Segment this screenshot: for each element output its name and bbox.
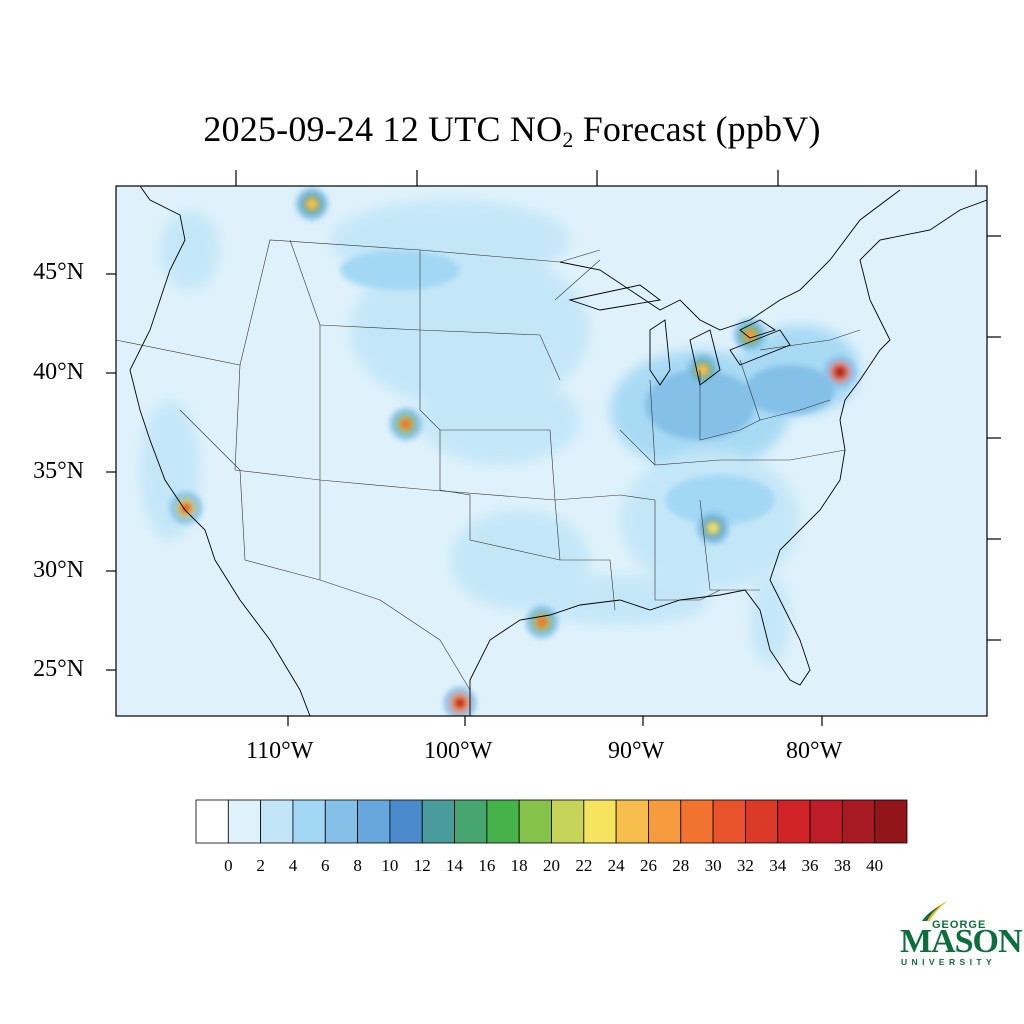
- hotspot-calgary-ring-2: [306, 198, 318, 210]
- colorbar-label-28: 28: [672, 856, 690, 875]
- hotspot-houston-ring-2: [536, 616, 548, 628]
- colorbar-swatch-5: [357, 799, 391, 844]
- logo-george: GEORGE: [932, 919, 987, 931]
- colorbar-label-38: 38: [833, 856, 851, 875]
- colorbar-swatch-8: [454, 799, 488, 844]
- haze-florida: [750, 575, 790, 665]
- colorbar-swatch-4: [324, 799, 358, 844]
- colorbar-swatch-16: [712, 799, 746, 844]
- colorbar-swatch-17: [745, 799, 779, 844]
- colorbar-swatch-1: [227, 799, 262, 844]
- colorbar-label-34: 34: [769, 856, 787, 875]
- colorbar-label-4: 4: [288, 856, 298, 875]
- lat-label-25: 25°N: [33, 656, 84, 682]
- colorbar-swatch-10: [518, 799, 552, 844]
- colorbar-label-16: 16: [478, 856, 496, 875]
- state-boundaries: [116, 239, 861, 691]
- haze-pnw: [160, 210, 220, 290]
- colorbar-label-20: 20: [543, 856, 560, 875]
- colorbar-swatch-21: [874, 799, 908, 844]
- colorbar-swatch-12: [583, 799, 617, 844]
- colorbar-label-30: 30: [704, 856, 722, 875]
- colorbar: [195, 799, 908, 844]
- haze-plains-central: [420, 375, 580, 465]
- colorbar-swatch-7: [421, 799, 455, 844]
- hotspot-new-york-ring-2: [834, 366, 846, 378]
- lon-label-110: 110°W: [246, 738, 314, 764]
- colorbar-swatch-11: [551, 799, 585, 844]
- page-title: 2025-09-24 12 UTC NO2 Forecast (ppbV): [203, 109, 821, 152]
- colorbar-label-36: 36: [801, 856, 819, 875]
- lat-label-40: 40°N: [33, 359, 84, 385]
- colorbar-swatch-13: [615, 799, 649, 844]
- haze-plains-north: [350, 250, 590, 410]
- concentration-field: [116, 186, 987, 716]
- colorbar-label-24: 24: [607, 856, 625, 875]
- colorbar-label-10: 10: [381, 856, 399, 875]
- map-frame: [115, 185, 988, 717]
- lon-label-100: 100°W: [424, 738, 493, 764]
- colorbar-label-8: 8: [353, 856, 362, 875]
- colorbar-swatch-18: [777, 799, 811, 844]
- colorbar-swatch-2: [260, 799, 294, 844]
- hotspot-toronto-ring-2: [744, 329, 756, 341]
- colorbar-swatch-6: [389, 799, 423, 844]
- coastline: [129, 186, 987, 716]
- colorbar-swatch-19: [809, 799, 843, 844]
- colorbar-label-26: 26: [639, 856, 657, 875]
- lat-label-30: 30°N: [33, 557, 84, 583]
- colorbar-label-12: 12: [413, 856, 431, 875]
- colorbar-label-18: 18: [510, 856, 528, 875]
- colorbar-label-6: 6: [321, 856, 330, 875]
- colorbar-swatch-0: [195, 799, 229, 844]
- colorbar-swatch-3: [292, 799, 326, 844]
- colorbar-label-32: 32: [736, 856, 754, 875]
- lon-label-90: 90°W: [608, 738, 665, 764]
- hotspot-denver-ring-2: [400, 418, 412, 430]
- hotspot-chicago-ring-2: [697, 364, 709, 376]
- lon-label-80: 80°W: [786, 738, 843, 764]
- colorbar-swatch-14: [648, 799, 682, 844]
- colorbar-swatch-20: [841, 799, 876, 844]
- logo-mason: MASON: [900, 923, 1023, 960]
- hotspot-monterrey-ring-2: [454, 697, 466, 709]
- hotspot-los-angeles-ring-2: [180, 502, 192, 514]
- colorbar-swatch-9: [486, 799, 520, 844]
- colorbar-label-22: 22: [575, 856, 593, 875]
- lat-label-35: 35°N: [33, 458, 84, 484]
- gmu-logo: GEORGE MASON UNIVERSITY: [898, 897, 1023, 969]
- logo-university: UNIVERSITY: [901, 957, 997, 967]
- colorbar-label-14: 14: [446, 856, 464, 875]
- lat-label-45: 45°N: [33, 259, 84, 285]
- colorbar-swatch-15: [680, 799, 714, 844]
- colorbar-label-0: 0: [224, 856, 233, 875]
- flame-icon: [922, 901, 948, 921]
- colorbar-label-40: 40: [866, 856, 884, 875]
- colorbar-label-2: 2: [256, 856, 265, 875]
- hotspot-atlanta-ring-2: [707, 522, 719, 534]
